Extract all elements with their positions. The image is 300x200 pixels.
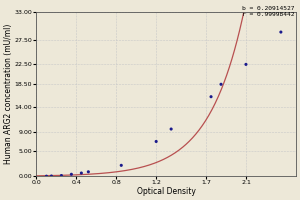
X-axis label: Optical Density: Optical Density [137,187,196,196]
Point [79,171,84,175]
Point [154,140,159,143]
Point [208,95,213,98]
Point [59,174,64,177]
Point [69,173,74,176]
Point [49,174,54,178]
Point [219,83,224,86]
Y-axis label: Human ARG2 concentration (mU/ml): Human ARG2 concentration (mU/ml) [4,24,13,164]
Point [169,127,173,131]
Point [119,164,124,167]
Point [86,170,91,173]
Point [278,30,283,34]
Point [244,63,248,66]
Text: b = 0.20914527
r = 0.99998442: b = 0.20914527 r = 0.99998442 [242,6,294,17]
Point [44,175,49,178]
